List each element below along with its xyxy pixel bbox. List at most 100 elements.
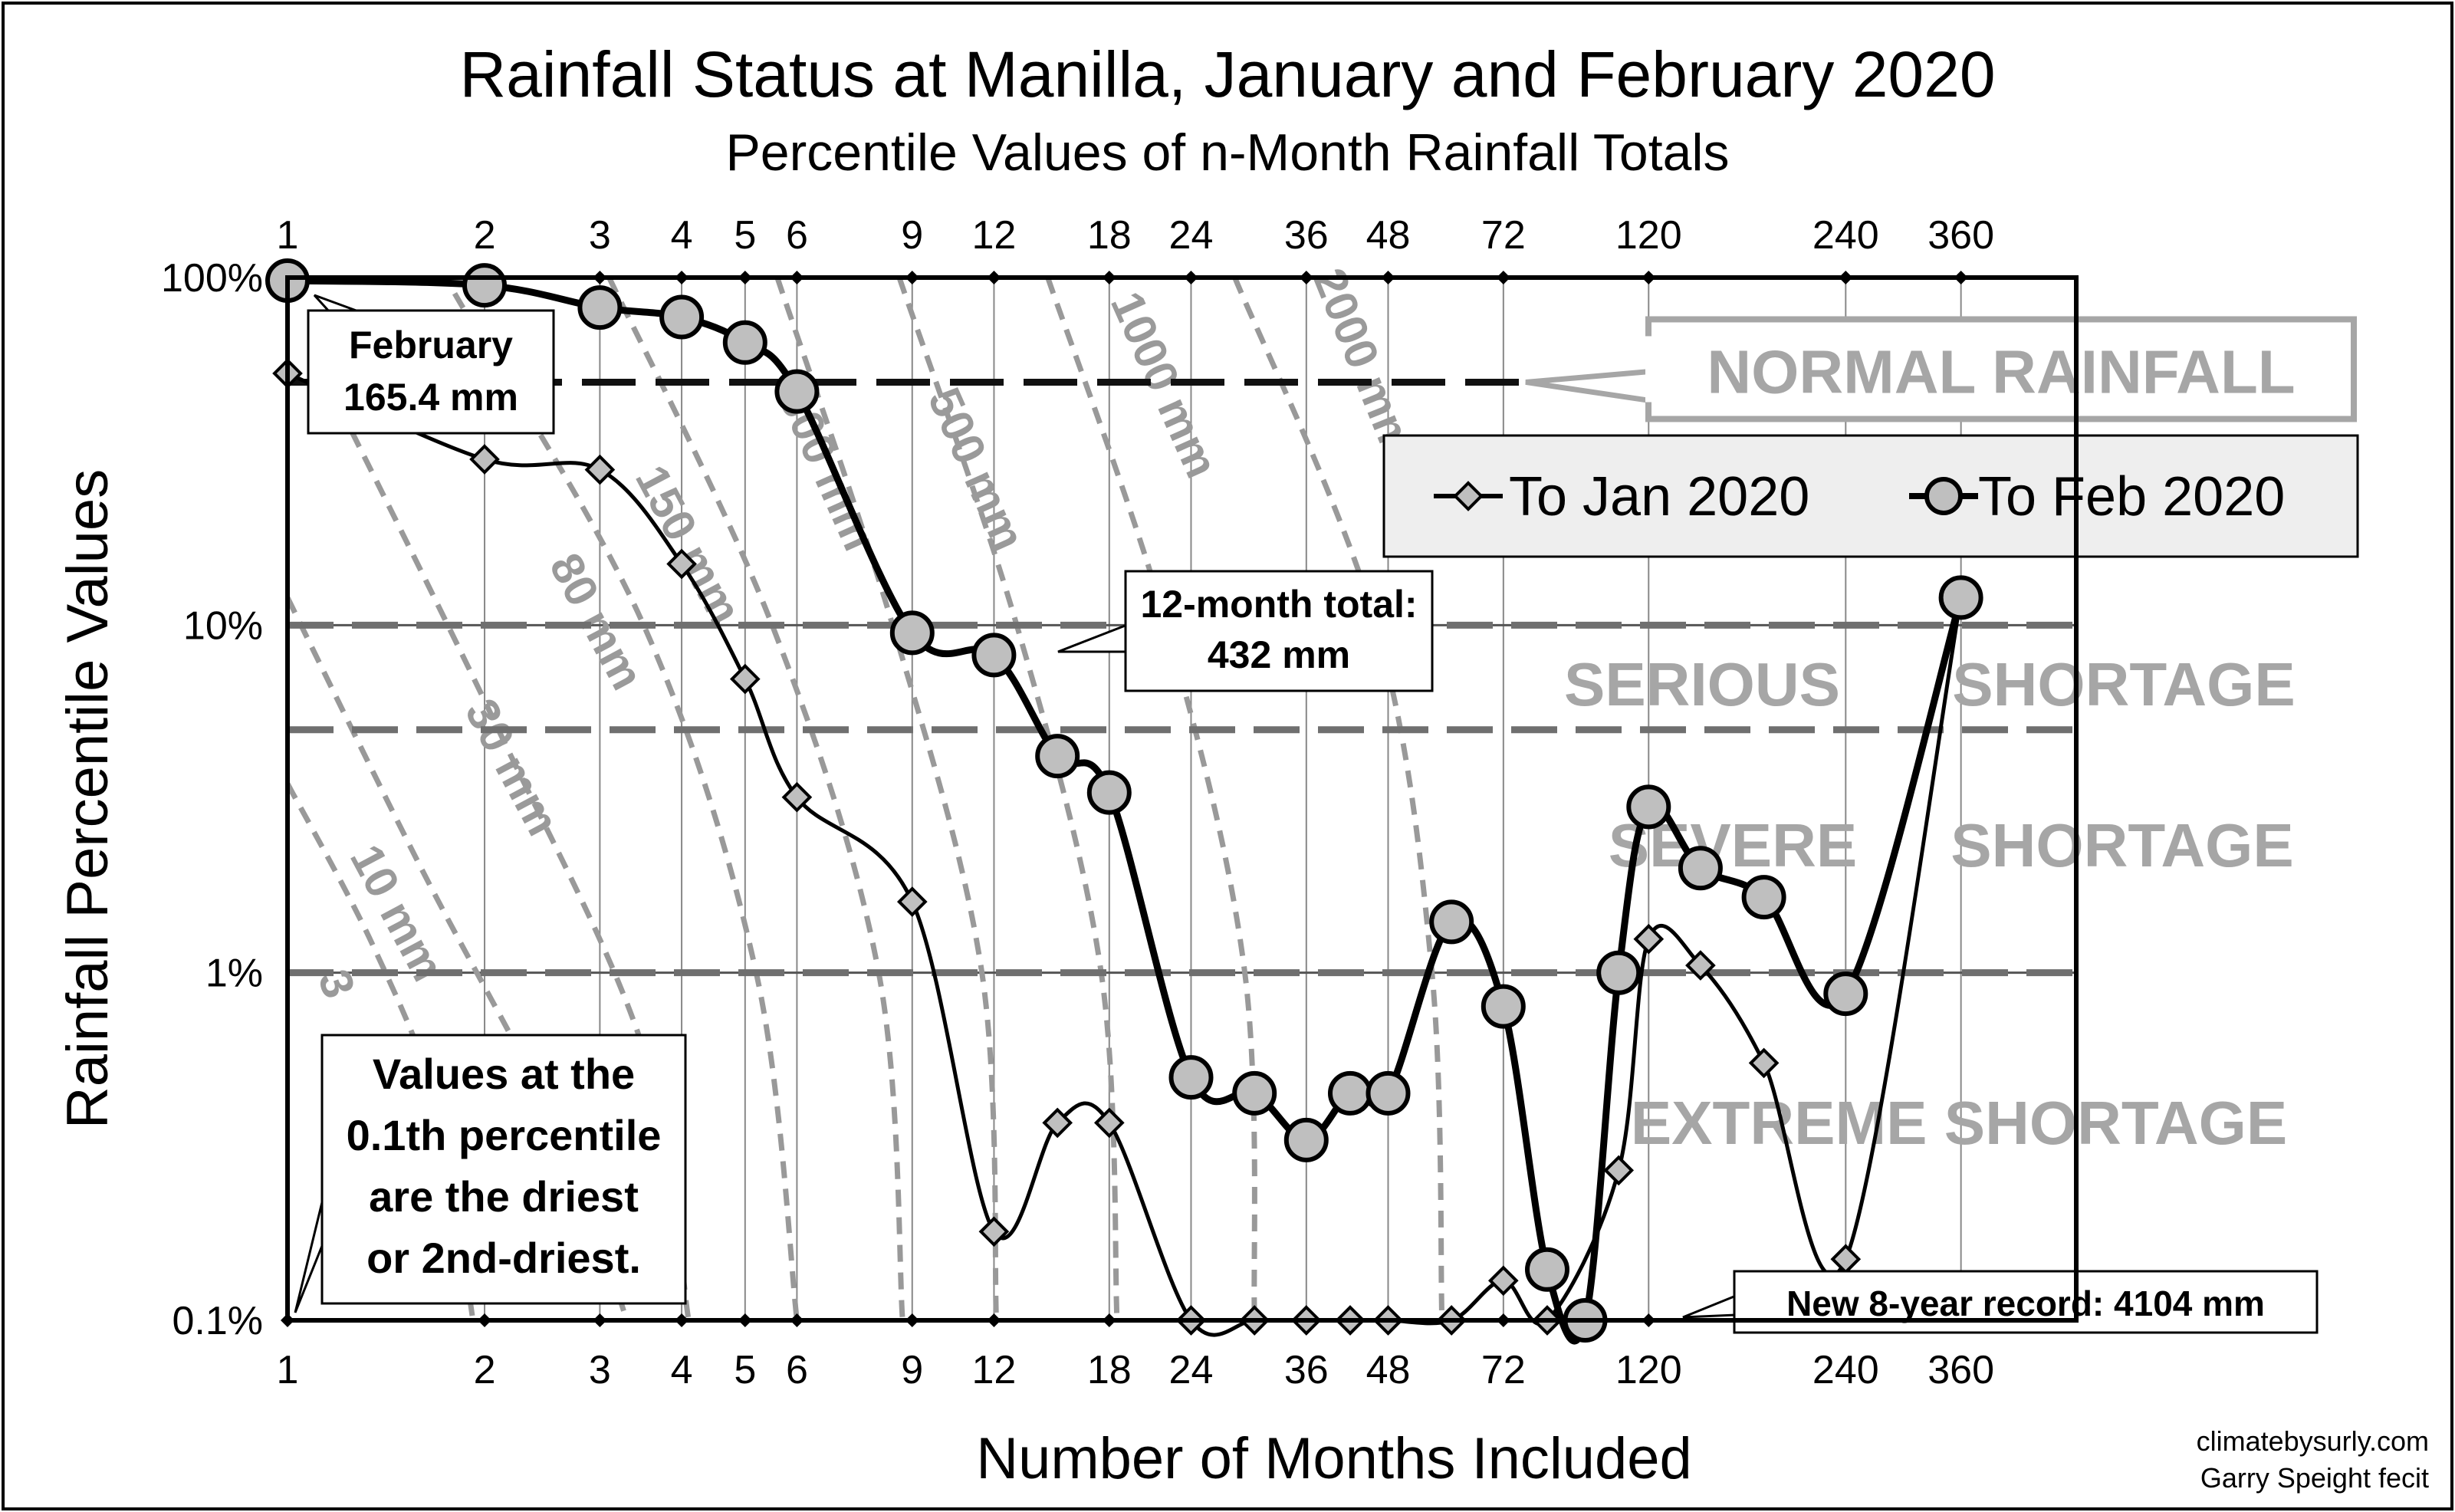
y-tick-label: 1% <box>205 952 263 996</box>
feb-point <box>1086 770 1132 815</box>
x-tick-label-top: 2 <box>474 213 496 258</box>
jan-point <box>781 781 813 813</box>
feb-point <box>1626 784 1671 830</box>
isohyet-curve <box>774 276 999 1321</box>
legend-label-jan: To Jan 2020 <box>1509 466 1809 528</box>
callout-values-text: 0.1th percentile <box>347 1111 662 1159</box>
feb-point <box>1429 899 1474 945</box>
zone-label-serious-shortage: SHORTAGE <box>1952 650 2295 718</box>
normal-rainfall-box <box>1645 316 2357 422</box>
isohyet-curve <box>606 276 905 1321</box>
jan-point <box>666 548 697 580</box>
feb-point <box>971 633 1017 678</box>
x-tick-label: 12 <box>972 1348 1017 1392</box>
feb-point <box>1366 1070 1411 1116</box>
legend-marker-jan <box>1453 481 1484 511</box>
y-tick-label: 0.1% <box>172 1299 263 1343</box>
reference-lines: NORMAL RAINFALL <box>288 316 2357 977</box>
x-tick-label-top: 120 <box>1615 213 1682 258</box>
x-tick-label: 1 <box>277 1348 299 1392</box>
callout-february-text: February <box>349 324 513 366</box>
feb-point <box>1525 1247 1569 1292</box>
jan-point <box>584 454 616 485</box>
x-tick-label-top: 12 <box>972 213 1017 258</box>
jan-point <box>896 886 928 917</box>
feb-point <box>1328 1070 1372 1116</box>
jan-point <box>978 1216 1010 1247</box>
feb-point <box>1283 1117 1329 1162</box>
callout-february-box <box>307 309 555 435</box>
x-tick-label: 3 <box>589 1348 611 1392</box>
x-tick-label-top: 18 <box>1087 213 1132 258</box>
zone-label-serious: SERIOUS <box>1564 650 1840 718</box>
x-tick-label: 72 <box>1481 1348 1526 1392</box>
jan-point <box>1633 923 1665 955</box>
x-tick-label-top: 240 <box>1812 213 1879 258</box>
x-tick-label: 48 <box>1366 1348 1411 1392</box>
zone-label-extreme: EXTREME SHORTAGE <box>1631 1089 2287 1157</box>
feb-point <box>659 294 705 340</box>
x-tick-label-top: 48 <box>1366 213 1411 258</box>
jan-point <box>1093 1107 1125 1139</box>
credit-site: climatebysurly.com <box>2197 1425 2429 1457</box>
credit-author: Garry Speight fecit <box>2200 1462 2429 1494</box>
callouts: February 165.4 mm 12-month total: 432 mm Val… <box>294 294 2319 1334</box>
jan-point <box>469 444 500 475</box>
callout-february-text: 165.4 mm <box>343 376 518 419</box>
x-tick-label-top: 5 <box>734 213 756 258</box>
callout-values-text: Values at the <box>373 1050 635 1098</box>
y-tick-label: 100% <box>161 256 263 301</box>
feb-point <box>1938 575 1983 620</box>
jan-point <box>729 663 761 695</box>
axis-ticks: 1122334455669912121818242436364848727212… <box>161 213 1994 1392</box>
x-tick-label: 36 <box>1284 1348 1329 1392</box>
x-tick-label-top: 360 <box>1928 213 1994 258</box>
feb-point <box>1035 734 1080 779</box>
x-tick-label-top: 36 <box>1284 213 1329 258</box>
callout-12-month-box <box>1124 570 1434 692</box>
feb-point <box>889 610 935 656</box>
isohyet-curve <box>324 380 692 1321</box>
x-tick-label: 24 <box>1169 1348 1214 1392</box>
x-tick-label: 6 <box>786 1348 808 1392</box>
legend: To Jan 2020 To Feb 2020 <box>1382 434 2359 558</box>
x-tick-label: 4 <box>671 1348 693 1392</box>
legend-label-feb: To Feb 2020 <box>1978 466 2285 528</box>
x-tick-label-top: 6 <box>786 213 808 258</box>
feb-point <box>774 369 820 414</box>
jan-point <box>1042 1107 1073 1139</box>
plot-frame <box>285 275 2079 1323</box>
x-tick-label: 240 <box>1812 1348 1879 1392</box>
zone-label-severe-shortage: SHORTAGE <box>1951 811 2293 879</box>
x-tick-label: 5 <box>734 1348 756 1392</box>
isohyet-curve <box>1232 276 1445 1321</box>
chart-subtitle: Percentile Values of n-Month Rainfall To… <box>725 123 1729 182</box>
x-tick-label-top: 9 <box>901 213 923 258</box>
jan-point <box>1487 1265 1519 1297</box>
y-axis-label: Rainfall Percentile Values <box>55 469 120 1129</box>
feb-point <box>1481 984 1526 1029</box>
x-tick-label-top: 24 <box>1169 213 1214 258</box>
feb-point <box>462 263 507 308</box>
isohyet-curve <box>1045 276 1257 1321</box>
callout-record-text: New 8-year record: 4104 mm <box>1786 1284 2265 1323</box>
feb-point <box>722 320 767 365</box>
feb-point <box>577 285 623 330</box>
feb-point <box>1232 1070 1277 1116</box>
x-tick-label-top: 1 <box>277 213 299 258</box>
normal-rainfall-gap <box>1645 336 1653 403</box>
x-tick-label-top: 72 <box>1481 213 1526 258</box>
jan-point <box>1748 1047 1780 1079</box>
x-tick-label: 360 <box>1928 1348 1994 1392</box>
callout-12-month-text: 12-month total: <box>1140 583 1417 626</box>
normal-rainfall-label: NORMAL RAINFALL <box>1707 337 2295 406</box>
callout-values-box <box>320 1034 687 1305</box>
x-tick-label: 120 <box>1615 1348 1682 1392</box>
isohyet-curve <box>896 276 1120 1321</box>
legend-box <box>1382 434 2359 558</box>
callout-values-text: or 2nd-driest. <box>366 1234 641 1282</box>
callout-12-month-text: 432 mm <box>1208 633 1350 676</box>
feb-point <box>1678 846 1723 891</box>
